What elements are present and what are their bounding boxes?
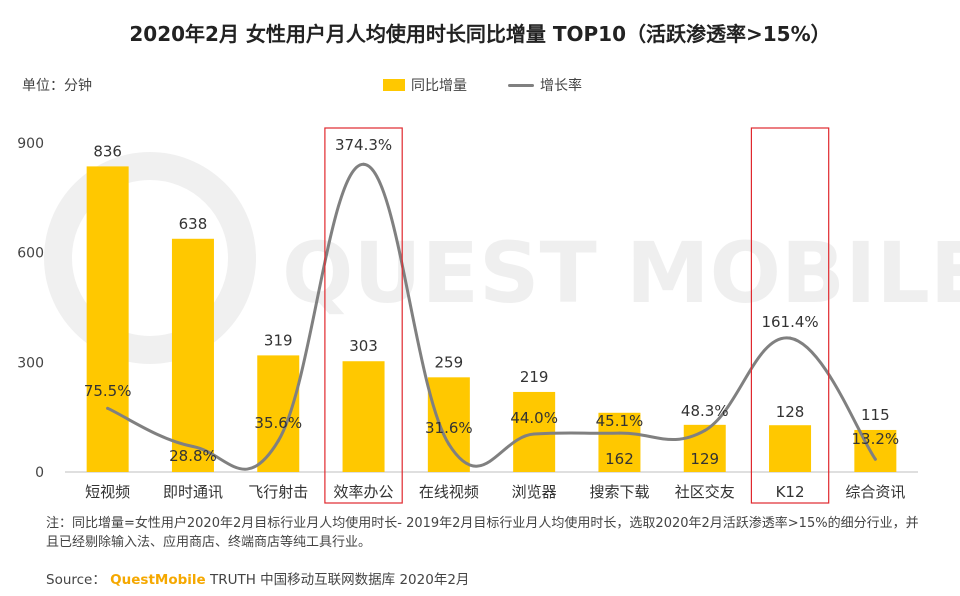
bar xyxy=(342,361,385,472)
source-line: Source： QuestMobile TRUTH 中国移动互联网数据库 202… xyxy=(46,568,469,588)
bar-value-label: 319 xyxy=(264,331,293,349)
growth-rate-point xyxy=(788,336,792,340)
x-tick-label: 搜索下载 xyxy=(589,483,649,501)
bar-value-label: 259 xyxy=(435,353,464,371)
watermark-logo xyxy=(44,152,256,364)
unit-label: 单位：分钟 xyxy=(22,78,92,94)
x-tick-label: 综合资讯 xyxy=(845,483,905,501)
x-tick-label: 在线视频 xyxy=(419,483,479,501)
growth-rate-point xyxy=(106,406,110,410)
growth-rate-label: 44.0% xyxy=(510,409,558,427)
bar-value-label: 115 xyxy=(861,406,890,424)
legend-item-line: 增长率 xyxy=(508,75,582,95)
watermark: QUEST MOBILE xyxy=(44,152,960,364)
bar xyxy=(171,238,214,472)
x-tick-label: 社区交友 xyxy=(675,483,735,501)
x-tick-label: 短视频 xyxy=(85,483,130,501)
bar xyxy=(257,355,300,472)
growth-rate-point xyxy=(362,162,366,166)
x-tick-label: K12 xyxy=(776,483,805,501)
growth-rate-label: 45.1% xyxy=(596,412,644,430)
bar xyxy=(427,377,470,472)
bar-value-label: 128 xyxy=(776,403,805,421)
x-tick-label: 浏览器 xyxy=(512,483,557,501)
growth-rate-point xyxy=(703,429,707,433)
growth-rate-label: 75.5% xyxy=(84,382,132,400)
legend-item-bar: 同比增量 xyxy=(383,75,467,95)
growth-rate-point xyxy=(873,457,877,461)
growth-rate-point xyxy=(617,431,621,435)
growth-rate-point xyxy=(447,442,451,446)
growth-rate-label: 48.3% xyxy=(681,402,729,420)
watermark-text: QUEST MOBILE xyxy=(282,224,960,322)
bar-value-label: 303 xyxy=(349,337,378,355)
source-prefix: Source： xyxy=(46,572,106,588)
growth-rate-point xyxy=(532,432,536,436)
bar xyxy=(683,424,726,472)
source-rest: TRUTH 中国移动互联网数据库 2020年2月 xyxy=(209,572,470,588)
bar xyxy=(86,166,129,472)
legend-bar-label: 同比增量 xyxy=(411,78,467,94)
y-tick-label: 0 xyxy=(35,465,44,481)
growth-rate-label: 13.2% xyxy=(852,430,900,448)
bar-value-label: 836 xyxy=(93,142,122,160)
bar xyxy=(769,425,812,472)
bar-value-label: 129 xyxy=(690,450,719,468)
footnote: 注：同比增量=女性用户2020年2月目标行业月人均使用时长- 2019年2月目标… xyxy=(46,516,919,550)
bar xyxy=(598,412,641,472)
bar-value-label: 219 xyxy=(520,368,549,386)
growth-rate-label: 35.6% xyxy=(254,414,302,432)
bar-value-label: 638 xyxy=(179,215,208,233)
legend-line-label: 增长率 xyxy=(540,78,582,94)
growth-rate-label: 31.6% xyxy=(425,419,473,437)
legend-line-swatch xyxy=(508,83,534,87)
growth-rate-label: 374.3% xyxy=(335,136,392,154)
x-tick-label: 效率办公 xyxy=(334,483,394,501)
y-tick-label: 600 xyxy=(17,246,44,262)
y-tick-label: 300 xyxy=(17,355,44,371)
x-tick-label: 即时通讯 xyxy=(163,483,223,501)
source-brand: QuestMobile xyxy=(110,572,206,588)
growth-rate-label: 161.4% xyxy=(761,313,818,331)
chart-title: 2020年2月 女性用户月人均使用时长同比增量 TOP10（活跃渗透率>15%） xyxy=(129,22,831,46)
growth-rate-label: 28.8% xyxy=(169,447,217,465)
legend-bar-swatch xyxy=(383,79,405,91)
highlight-box xyxy=(324,127,403,504)
highlight-box xyxy=(750,127,830,504)
growth-rate-point xyxy=(276,439,280,443)
y-tick-label: 900 xyxy=(17,136,44,152)
growth-rate-point xyxy=(191,444,195,448)
bar-value-label: 162 xyxy=(605,450,634,468)
x-tick-label: 飞行射击 xyxy=(248,483,308,501)
